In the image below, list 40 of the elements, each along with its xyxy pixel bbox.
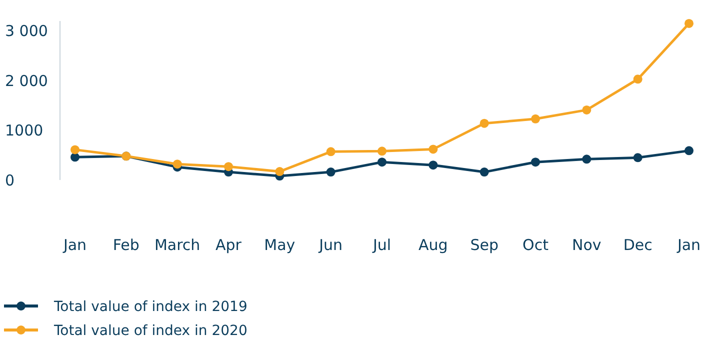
point bbox=[531, 158, 540, 167]
point bbox=[684, 146, 694, 156]
y-tick-label: 0 bbox=[5, 171, 15, 190]
point bbox=[326, 168, 336, 177]
point bbox=[480, 168, 489, 177]
point bbox=[378, 158, 386, 167]
x-tick-label: Aug bbox=[418, 236, 448, 254]
x-tick-label: Sep bbox=[470, 236, 498, 254]
x-tick-label: Dec bbox=[623, 236, 652, 254]
point bbox=[582, 154, 592, 164]
y-tick-label: 3 000 bbox=[5, 22, 48, 40]
point bbox=[70, 152, 80, 162]
x-tick-label: Oct bbox=[522, 236, 549, 254]
x-tick-label: March bbox=[154, 236, 200, 254]
x-tick-label: Jun bbox=[318, 236, 343, 254]
point bbox=[224, 162, 233, 172]
point bbox=[172, 160, 182, 169]
point bbox=[684, 18, 694, 28]
y-tick-label: 1000 bbox=[5, 122, 44, 140]
x-tick-label: May bbox=[264, 236, 296, 254]
x-tick-label: Nov bbox=[572, 236, 602, 254]
x-tick-label: Jan bbox=[676, 236, 701, 254]
point bbox=[428, 160, 438, 170]
point bbox=[633, 153, 642, 162]
point bbox=[326, 147, 336, 156]
x-tick-label: Feb bbox=[112, 236, 140, 254]
point bbox=[428, 144, 438, 154]
point bbox=[531, 114, 540, 124]
point bbox=[582, 105, 592, 114]
legend-label: Total value of index in 2019 bbox=[53, 298, 248, 315]
point bbox=[70, 145, 80, 154]
point bbox=[633, 74, 642, 84]
x-tick-label: Apr bbox=[216, 236, 242, 254]
x-tick-label: Jul bbox=[372, 236, 392, 254]
y-tick-label: 2 000 bbox=[5, 72, 48, 90]
legend-label: Total value of index in 2020 bbox=[53, 322, 248, 339]
point bbox=[275, 167, 284, 176]
x-tick-label: Jan bbox=[62, 236, 87, 254]
point bbox=[480, 118, 489, 128]
point bbox=[378, 146, 386, 156]
